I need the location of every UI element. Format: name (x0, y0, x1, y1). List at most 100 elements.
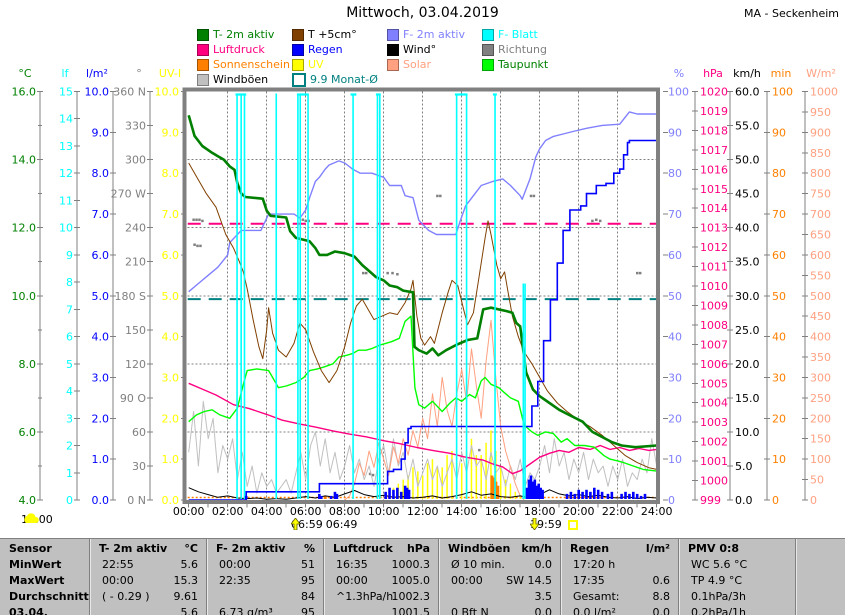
table-cell (805, 558, 837, 573)
table-cell: Gesamt: 8.8 (573, 590, 670, 603)
legend-label: Wind° (403, 43, 437, 56)
axis-tick-label: 10 (59, 222, 73, 235)
axis-tick-label: 5 (66, 358, 73, 371)
table-cell: 0.0 l/m² 0.0 (573, 606, 670, 615)
axis-tick-label: 11 (59, 194, 73, 207)
axis-tick-label: 1011 (700, 261, 728, 274)
x-axis-label: 08:00 (329, 505, 361, 518)
legend-item-3: F- Blatt (482, 27, 577, 42)
series-luftdruck (188, 382, 657, 475)
axis-tick-label: 300 (810, 371, 831, 384)
legend-swatch (197, 58, 209, 71)
table-cell: Ø 10 min. 0.0 (451, 558, 552, 571)
table-col-Luftdruck: Luftdruck hPa 16:35 1000.3 00:00 1005.0 ^1.3hP… (323, 539, 438, 615)
axis-tick-label: 1000 (700, 475, 728, 488)
axis-tick-label: 750 (810, 188, 831, 201)
axis-tick-label: 2 (66, 440, 73, 453)
axis-tick-label: 600 (810, 249, 831, 262)
axis-tick-label: 1008 (700, 319, 728, 332)
axis-tick-label: 60 (132, 426, 146, 439)
axis-tick-label: 10.0 (155, 86, 180, 99)
axis-tick-label: 200 (810, 412, 831, 425)
wind-direction-dot (595, 218, 598, 222)
axis-tick-label: 1006 (700, 358, 728, 371)
legend-item-10: Solar (387, 57, 482, 72)
legend-swatch (387, 58, 399, 71)
axis-tick-label: 80 (668, 167, 682, 180)
table-cell: 0.2hPa/1h (691, 606, 747, 615)
legend-item-5: Regen (292, 42, 387, 57)
legend-item-2: F- 2m aktiv (387, 27, 482, 42)
legend-label: F- 2m aktiv (403, 28, 465, 41)
axis-tick-label: 1015 (700, 183, 728, 196)
legend-label: Regen (308, 43, 343, 56)
axis-tick-label: 1009 (700, 299, 728, 312)
sunset-icon (530, 518, 539, 530)
legend-label: Richtung (498, 43, 547, 56)
axis-tick-label: 1005 (700, 377, 728, 390)
axis-title-hPa: hPa (703, 67, 723, 80)
x-axis-label: 18:00 (524, 505, 556, 518)
axis-tick-label: 9.0 (92, 126, 110, 139)
legend-swatch (387, 43, 399, 56)
x-axis-label: 14:00 (446, 505, 478, 518)
axis-tick-label: 0 N (127, 494, 146, 507)
axis-tick-label: 30 (132, 460, 146, 473)
axis-tick-label: 6.0 (162, 249, 180, 262)
wind-direction-dot (598, 219, 602, 223)
stats-table: Sensor MinWert MaxWert Durchschnitt 03.04. 2… (0, 538, 845, 615)
axis-tick-label: 6.0 (92, 249, 110, 262)
legend-swatch (482, 43, 494, 56)
axis-tick-label: 8 (66, 276, 73, 289)
axis-title-km/h: km/h (733, 67, 761, 80)
axis-tick-label: 90 (668, 126, 682, 139)
table-cell (805, 574, 837, 589)
wind-direction-dot (368, 472, 372, 476)
legend-swatch (197, 73, 209, 86)
axis-tick-label: 1017 (700, 144, 728, 157)
axis-tick-label: 210 (125, 256, 146, 269)
axis-tick-label: 90 (772, 126, 786, 139)
axis-tick-label: 80 (772, 167, 786, 180)
table-cell: 22:55 5.6 (102, 558, 198, 571)
axis-tick-label: 15.0 (735, 392, 760, 405)
axis-tick-label: 13 (59, 140, 73, 153)
axis-tick-label: 9 (66, 249, 73, 262)
axis-tick-label: 0 (66, 494, 73, 507)
wind-direction-dot (396, 272, 399, 276)
table-cell: 00:00 15.3 (102, 574, 198, 587)
legend-swatch (482, 58, 494, 71)
axis-tick-label: 5.0 (735, 460, 753, 473)
axis-tick-label: 5.0 (162, 290, 180, 303)
axis-tick-label: 12 (59, 167, 73, 180)
axis-tick-label: 1014 (700, 202, 728, 215)
axis-tick-label: 0.0 (735, 494, 753, 507)
table-cell: 3.5 (534, 590, 553, 603)
axis-tick-label: 1.0 (92, 453, 110, 466)
axis-tick-label: 1000 (810, 86, 838, 99)
table-cell: 84 (301, 590, 315, 603)
series-taupunkt (188, 315, 657, 472)
wind-direction-dot (436, 194, 439, 198)
legend-item-4: Luftdruck (197, 42, 292, 57)
table-col-T- 2m aktiv: T- 2m aktiv °C 22:55 5.6 00:00 15.3 ( - 0.29 )… (89, 539, 206, 615)
axis-title-%: % (674, 67, 684, 80)
table-cell: 5.6 (180, 606, 199, 615)
table-col-PMV 0:8: PMV 0:8 WC 5.6 °C TP 4.9 °C 0.1hPa/3h 0.2hPa… (678, 539, 795, 615)
wind-direction-dot (304, 219, 307, 223)
legend-label: T +5cm° (308, 28, 357, 41)
series-regen-summe (188, 139, 657, 501)
wind-direction-dot (391, 271, 394, 275)
x-axis-label: 06:00 (290, 505, 322, 518)
legend-item-1: T +5cm° (292, 27, 387, 42)
table-cell: MaxWert (9, 574, 65, 587)
axis-tick-label: 30 (772, 371, 786, 384)
sunset-time: 19:59 (530, 518, 562, 531)
legend-label: Windböen (213, 73, 269, 86)
x-axis-label: 12:00 (407, 505, 439, 518)
legend-swatch (292, 28, 304, 41)
axis-tick-label: 20.0 (735, 358, 760, 371)
axis-tick-label: 850 (810, 147, 831, 160)
table-cell: Durchschnitt (9, 590, 89, 603)
